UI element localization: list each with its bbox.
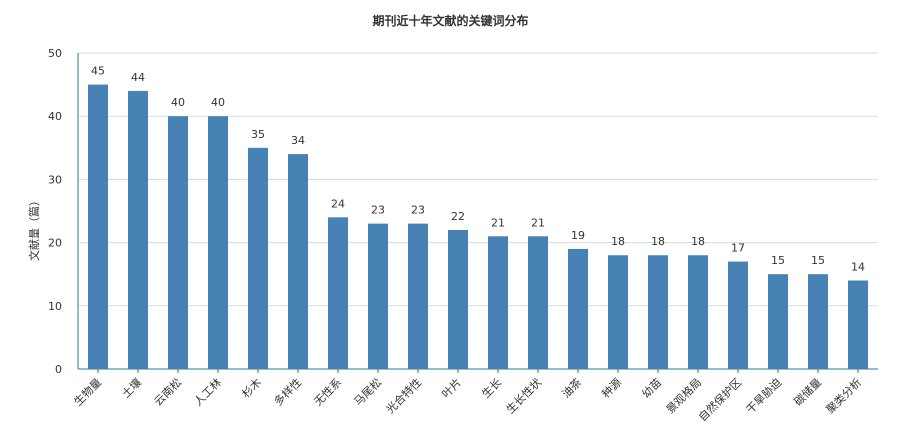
bar — [88, 84, 108, 369]
bar — [488, 236, 508, 369]
bar — [568, 248, 588, 369]
x-tick-label: 幼苗 — [639, 376, 664, 401]
data-label: 17 — [731, 242, 745, 255]
bar — [768, 274, 788, 369]
x-tick-label: 景观格局 — [663, 375, 704, 416]
bar — [528, 236, 548, 369]
data-label: 18 — [651, 235, 665, 248]
bar — [448, 229, 468, 369]
bars — [88, 84, 868, 370]
x-tick-label: 种源 — [599, 375, 624, 400]
bar — [248, 147, 268, 369]
data-label: 40 — [211, 96, 225, 109]
bar — [208, 116, 228, 369]
bar — [408, 223, 428, 369]
data-label: 22 — [451, 210, 465, 223]
bar — [728, 261, 748, 369]
data-label: 14 — [851, 261, 865, 274]
data-label: 21 — [491, 216, 505, 229]
data-label: 23 — [411, 204, 425, 217]
x-tick-label: 聚类分析 — [823, 375, 864, 416]
data-label: 19 — [571, 229, 585, 242]
axes — [77, 53, 878, 373]
bar — [848, 280, 868, 369]
data-label: 34 — [291, 134, 305, 147]
bar — [808, 274, 828, 369]
x-tick-label: 马尾松 — [351, 375, 384, 408]
x-tick-label: 杉木 — [239, 375, 264, 400]
x-tick-label: 云南松 — [151, 375, 184, 408]
chart-title: 期刊近十年文献的关键词分布 — [372, 14, 529, 28]
bar — [168, 116, 188, 369]
bar — [128, 90, 148, 370]
bar — [688, 255, 708, 369]
y-tick-label: 10 — [48, 300, 62, 313]
y-tick-label: 20 — [48, 237, 62, 250]
bar — [648, 255, 668, 369]
x-tick-label: 叶片 — [439, 376, 464, 401]
bar — [608, 255, 628, 369]
x-tick-label: 多样性 — [271, 375, 304, 408]
data-label: 35 — [251, 128, 265, 141]
y-tick-label: 50 — [48, 47, 62, 60]
x-tick-label: 碳储量 — [791, 375, 824, 408]
x-tick-label: 土壤 — [119, 375, 144, 400]
data-label: 44 — [131, 71, 145, 84]
x-tick-label: 光合特性 — [383, 375, 424, 416]
bar — [328, 217, 348, 369]
data-label: 15 — [811, 254, 825, 267]
data-label: 15 — [771, 254, 785, 267]
y-axis-title: 文献量（篇） — [27, 195, 41, 261]
x-tick-label: 生物量 — [71, 375, 104, 408]
y-tick-label: 40 — [48, 110, 62, 123]
bar — [368, 223, 388, 369]
y-tick-label: 0 — [55, 363, 62, 376]
grid-lines — [78, 52, 878, 307]
x-tick-label: 自然保护区 — [695, 375, 744, 424]
x-tick-label: 生长性状 — [503, 375, 544, 416]
x-tick-label: 生长 — [479, 375, 504, 400]
x-tick-label: 干旱胁迫 — [743, 375, 784, 416]
y-tick-label: 30 — [48, 173, 62, 186]
data-label: 40 — [171, 96, 185, 109]
x-tick-label: 无性系 — [311, 375, 344, 408]
x-tick-label: 油茶 — [559, 375, 584, 400]
x-tick-label: 人工林 — [191, 375, 224, 408]
data-label: 18 — [611, 235, 625, 248]
data-label: 21 — [531, 216, 545, 229]
bar — [288, 154, 308, 369]
data-label: 23 — [371, 204, 385, 217]
data-label: 18 — [691, 235, 705, 248]
data-label: 24 — [331, 197, 345, 210]
data-label: 45 — [91, 65, 105, 78]
